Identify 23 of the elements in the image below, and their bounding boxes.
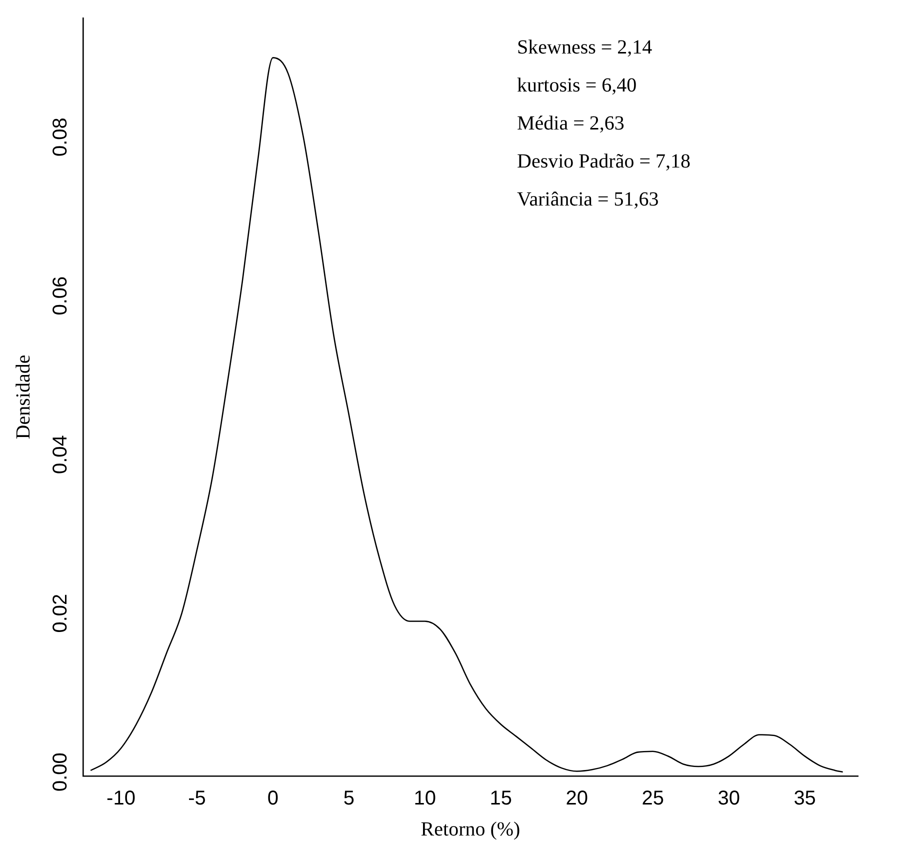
- annotation: Média = 2,63: [517, 112, 624, 134]
- x-tick-label: 10: [414, 788, 436, 810]
- y-tick-label: 0.06: [50, 276, 72, 316]
- y-tick-label: 0.02: [50, 594, 72, 633]
- x-axis-title: Retorno (%): [420, 818, 520, 840]
- y-axis-title: Densidade: [12, 354, 34, 440]
- x-tick-label: 5: [343, 788, 354, 810]
- annotation: Skewness = 2,14: [517, 36, 652, 58]
- x-tick-label: 20: [566, 788, 588, 810]
- annotation: kurtosis = 6,40: [517, 74, 637, 96]
- x-tick-label: 30: [718, 788, 740, 810]
- x-tick-label: 25: [642, 788, 664, 810]
- y-tick-label: 0.08: [50, 118, 72, 157]
- x-tick-label: -10: [106, 788, 136, 810]
- annotation: Desvio Padrão = 7,18: [517, 150, 690, 172]
- y-tick-label: 0.00: [50, 752, 72, 792]
- x-tick-label: 35: [794, 788, 816, 810]
- x-tick-label: 0: [267, 788, 279, 810]
- y-tick-label: 0.04: [50, 435, 72, 474]
- line-series: [90, 57, 844, 773]
- annotation: Variância = 51,63: [517, 188, 659, 210]
- x-tick-label: 15: [490, 788, 512, 810]
- x-tick-label: -5: [188, 788, 206, 810]
